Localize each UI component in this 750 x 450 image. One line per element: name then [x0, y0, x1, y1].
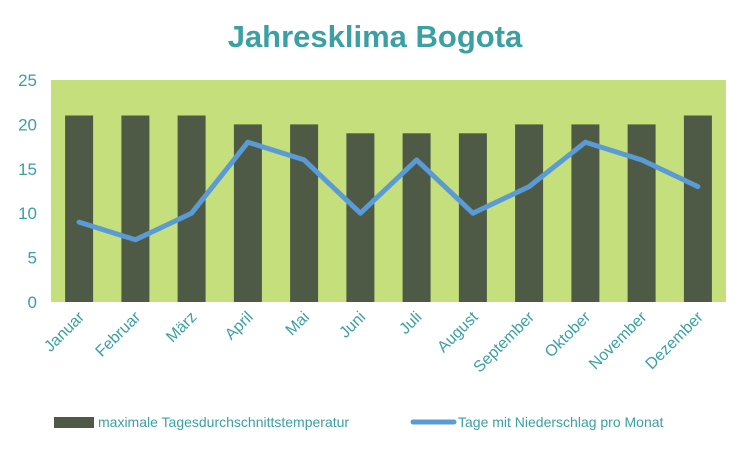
- legend-label-niederschlag: Tage mit Niederschlag pro Monat: [458, 414, 664, 430]
- bar-juni: [346, 133, 375, 302]
- bar-august: [458, 133, 487, 302]
- y-tick-label: 5: [28, 249, 37, 268]
- x-tick-label: Dezember: [643, 308, 708, 373]
- y-tick-label: 20: [18, 115, 37, 134]
- line-series-niederschlag: [76, 139, 701, 243]
- x-tick-label: Februar: [93, 308, 145, 360]
- legend: maximale Tagesdurchschnittstemperatur Ta…: [54, 414, 664, 430]
- bar-november: [627, 124, 656, 303]
- x-tick-label: April: [222, 309, 257, 344]
- x-tick-label: Januar: [41, 308, 88, 355]
- bar-januar: [65, 115, 94, 302]
- x-tick-label: September: [471, 308, 539, 376]
- y-tick-label: 0: [28, 293, 37, 312]
- bar-märz: [177, 115, 206, 302]
- x-tick-label: Juli: [396, 309, 425, 338]
- bar-februar: [121, 115, 150, 302]
- bar-september: [515, 124, 544, 303]
- x-tick-label: November: [586, 308, 651, 373]
- x-axis-ticks: Januar Februar März April Mai Juni Juli AugustS…: [41, 308, 707, 376]
- x-tick-label: Oktober: [542, 308, 595, 361]
- y-tick-label: 25: [18, 71, 37, 90]
- bar-mai: [290, 124, 319, 303]
- y-tick-label: 10: [18, 204, 37, 223]
- bars-layer: [65, 115, 712, 303]
- x-tick-label: August: [434, 308, 482, 356]
- legend-swatch-temperature: [54, 417, 94, 428]
- plot-area: [51, 80, 726, 302]
- x-tick-label: Juni: [336, 309, 369, 342]
- bar-dezember: [683, 115, 712, 302]
- bar-oktober: [571, 124, 600, 303]
- legend-label-temperature: maximale Tagesdurchschnittstemperatur: [98, 414, 349, 430]
- y-tick-label: 15: [18, 160, 37, 179]
- x-tick-label: März: [163, 309, 200, 346]
- y-axis-ticks: 0 5 10 15 20 25: [18, 71, 37, 312]
- x-tick-label: Mai: [283, 309, 313, 339]
- chart-title: Jahresklima Bogota: [228, 19, 523, 54]
